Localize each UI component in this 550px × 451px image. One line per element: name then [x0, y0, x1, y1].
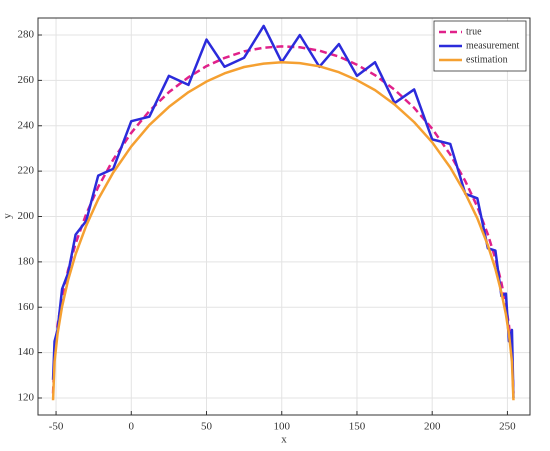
y-tick-label: 220 [18, 165, 35, 177]
x-tick-label: 50 [201, 421, 213, 433]
legend-label: estimation [466, 54, 508, 65]
x-tick-label: 250 [499, 421, 516, 433]
y-axis-label: y [2, 213, 14, 219]
x-tick-label: -50 [49, 421, 64, 433]
plot-border [37, 17, 531, 416]
y-tick-label: 240 [18, 119, 35, 131]
series-line [51, 60, 515, 401]
x-tick-label: 0 [129, 421, 135, 433]
x-axis-label: x [281, 434, 287, 446]
y-tick-label: 260 [18, 74, 35, 86]
legend-label: true [466, 26, 482, 37]
y-tick-label: 180 [18, 255, 35, 267]
y-tick-label: 120 [18, 392, 35, 404]
x-tick-label: 100 [273, 421, 290, 433]
y-tick-label: 160 [18, 301, 35, 313]
y-tick-label: 140 [18, 346, 35, 358]
y-tick-label: 200 [18, 210, 35, 222]
legend-label: measurement [466, 40, 520, 51]
x-tick-label: 200 [424, 421, 441, 433]
y-tick-label: 280 [18, 29, 35, 41]
x-tick-label: 150 [349, 421, 366, 433]
